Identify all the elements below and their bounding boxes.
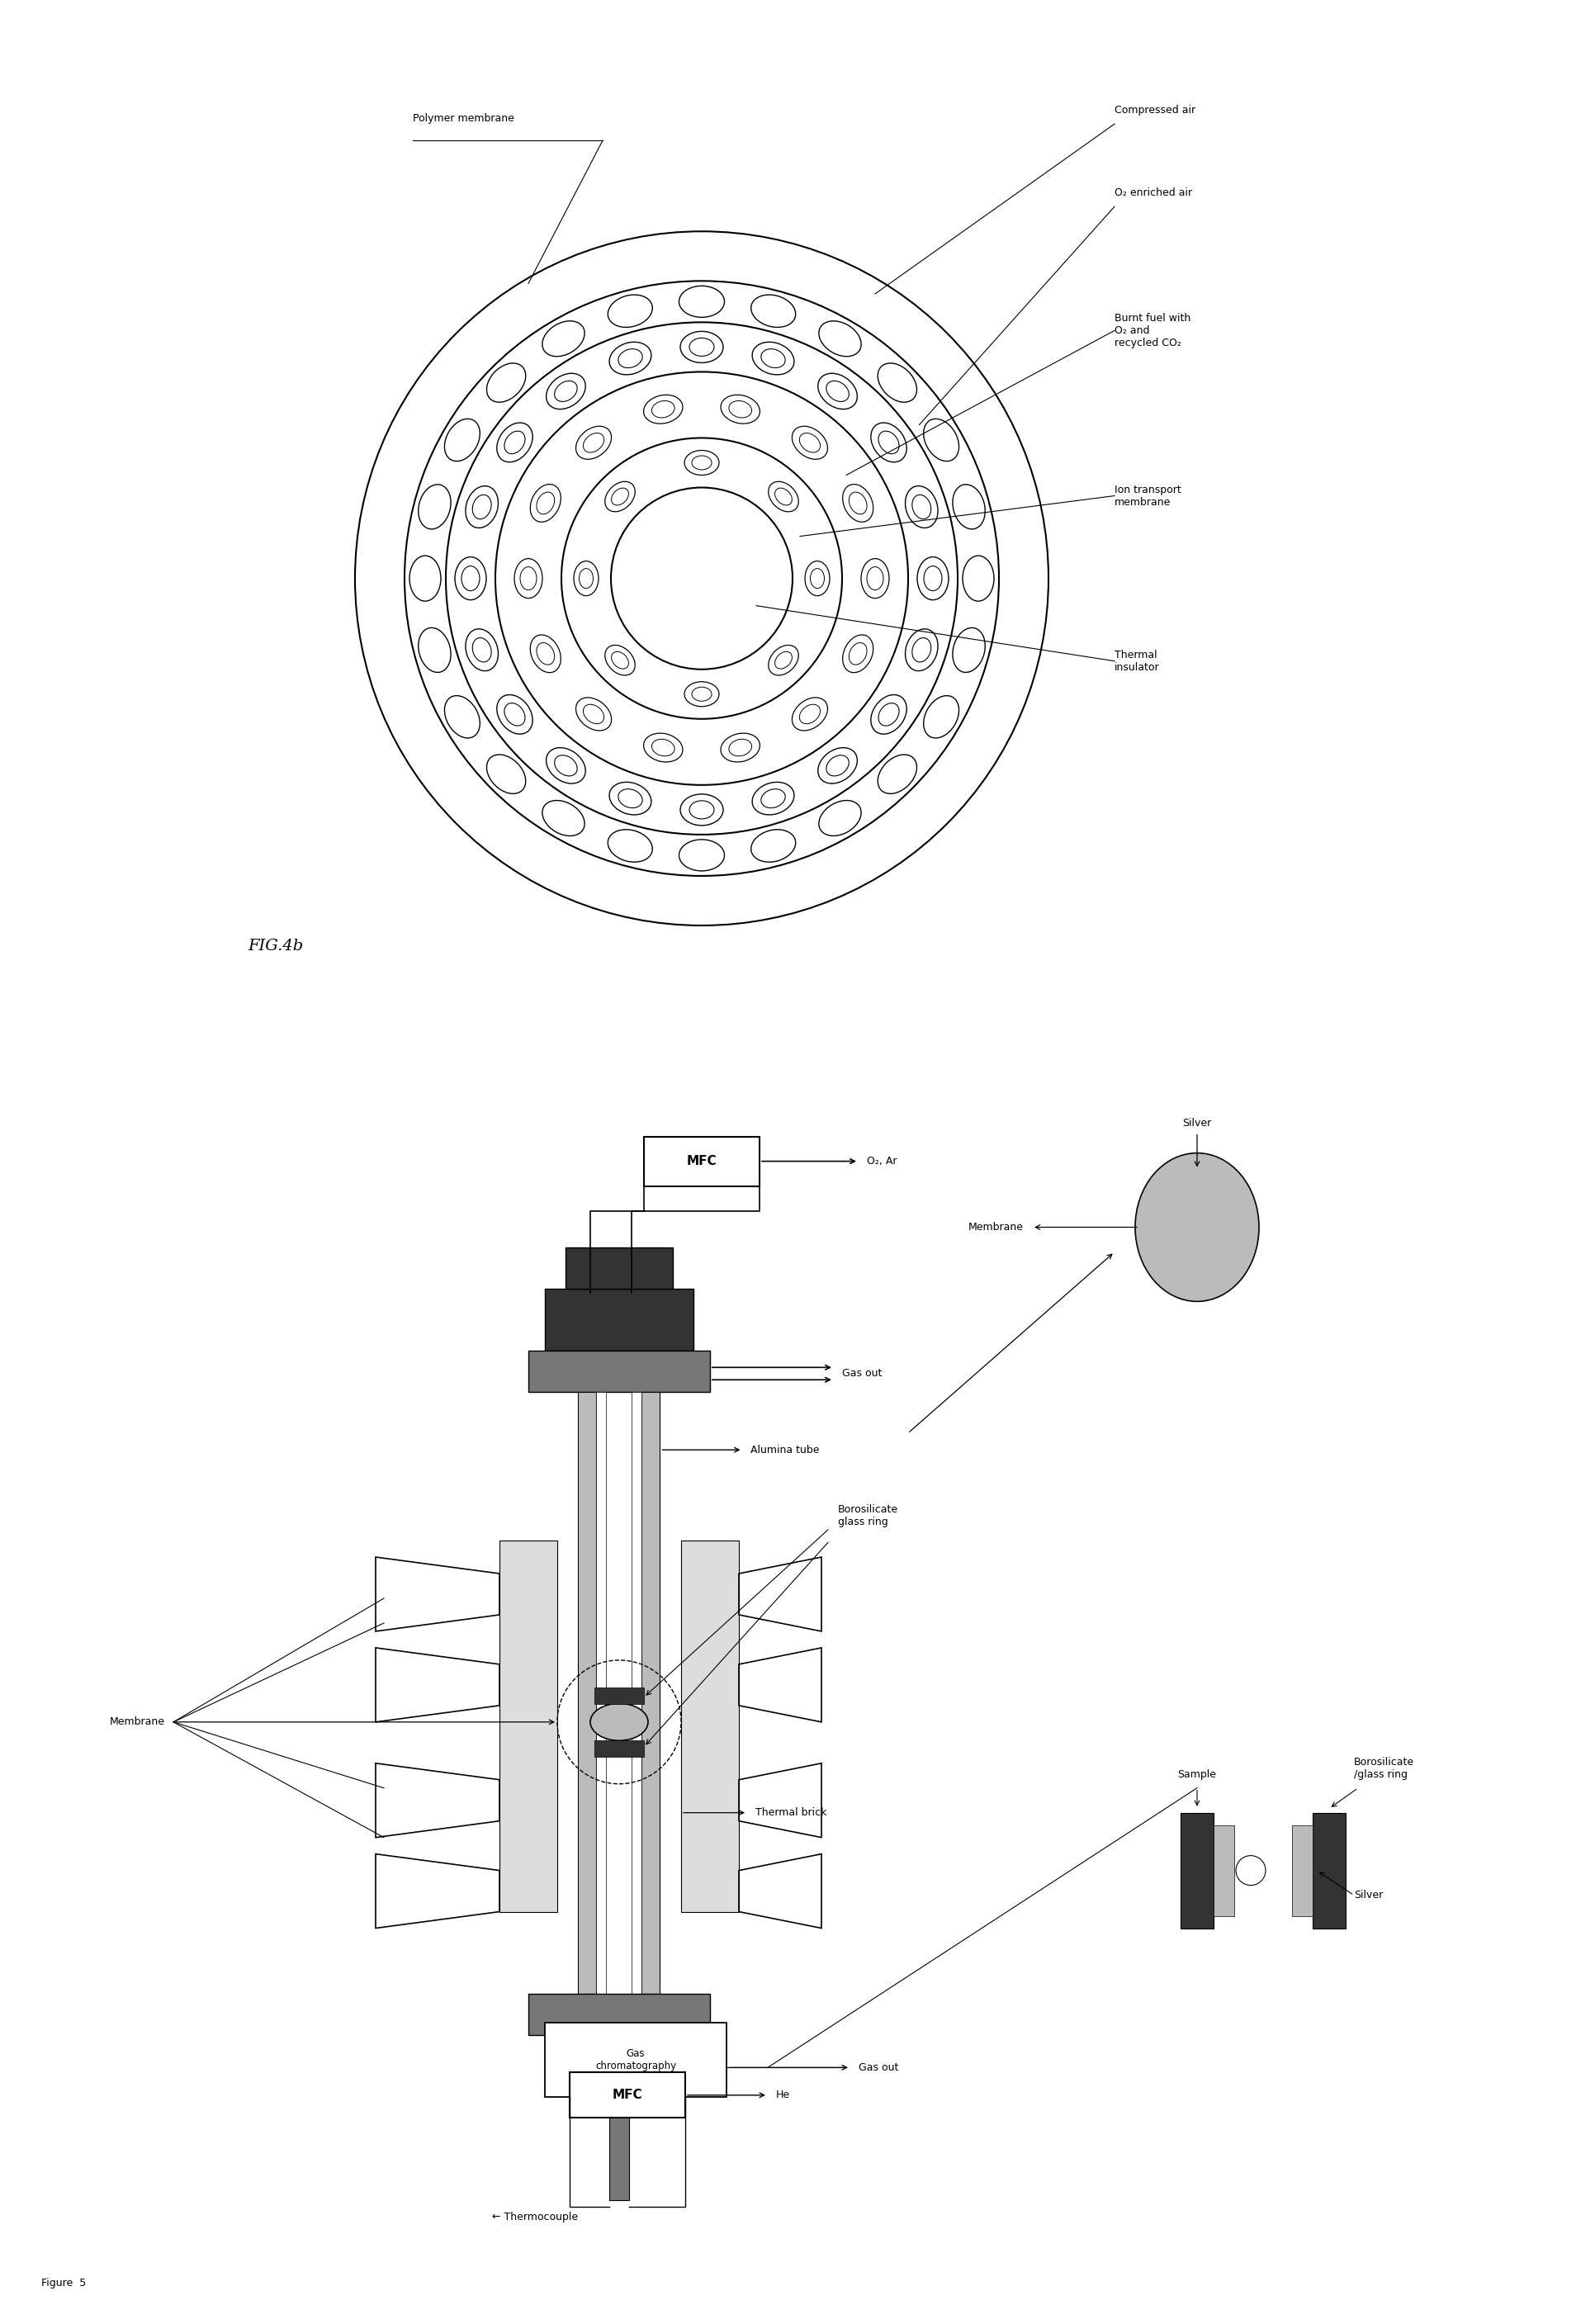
FancyBboxPatch shape: [566, 1248, 673, 1290]
Text: Borosilicate
glass ring: Borosilicate glass ring: [837, 1504, 898, 1527]
Text: Thermal brick: Thermal brick: [756, 1808, 826, 1817]
Text: MFC: MFC: [612, 2089, 643, 2101]
FancyBboxPatch shape: [595, 1687, 644, 1703]
Text: Sample: Sample: [1177, 1769, 1217, 1780]
FancyBboxPatch shape: [609, 2094, 628, 2201]
Text: Membrane: Membrane: [968, 1222, 1024, 1232]
FancyBboxPatch shape: [545, 2022, 726, 2096]
FancyBboxPatch shape: [595, 1741, 644, 1757]
Text: Thermal
insulator: Thermal insulator: [1115, 648, 1160, 672]
FancyBboxPatch shape: [545, 1290, 694, 1350]
Text: Ion transport
membrane: Ion transport membrane: [1115, 483, 1182, 507]
Text: Polymer membrane: Polymer membrane: [413, 114, 514, 123]
FancyBboxPatch shape: [545, 2036, 694, 2094]
Text: Gas
chromatography: Gas chromatography: [595, 2047, 676, 2071]
Ellipse shape: [590, 1703, 648, 1741]
Text: FIG.4b: FIG.4b: [247, 939, 303, 953]
Text: He: He: [777, 2089, 790, 2101]
FancyBboxPatch shape: [579, 1392, 597, 1994]
Text: Figure  5: Figure 5: [41, 2278, 86, 2289]
FancyBboxPatch shape: [1313, 1813, 1346, 1929]
Text: Silver: Silver: [1182, 1118, 1212, 1127]
Text: MFC: MFC: [686, 1155, 716, 1167]
Ellipse shape: [1136, 1153, 1258, 1301]
FancyBboxPatch shape: [528, 1350, 710, 1392]
Text: Alumina tube: Alumina tube: [751, 1446, 820, 1455]
FancyBboxPatch shape: [641, 1392, 660, 1994]
FancyBboxPatch shape: [1214, 1824, 1235, 1915]
FancyBboxPatch shape: [528, 1994, 710, 2036]
FancyBboxPatch shape: [681, 1541, 738, 1913]
Text: Membrane: Membrane: [110, 1717, 166, 1727]
Text: ← Thermocouple: ← Thermocouple: [491, 2212, 577, 2222]
FancyBboxPatch shape: [597, 1392, 606, 1994]
Text: Compressed air: Compressed air: [1115, 105, 1196, 116]
FancyBboxPatch shape: [632, 1392, 641, 1994]
Text: Silver: Silver: [1354, 1889, 1383, 1901]
FancyBboxPatch shape: [1180, 1813, 1214, 1929]
Text: Gas out: Gas out: [842, 1369, 882, 1378]
Text: Gas out: Gas out: [858, 2061, 898, 2073]
Text: Burnt fuel with
O₂ and
recycled CO₂: Burnt fuel with O₂ and recycled CO₂: [1115, 314, 1191, 349]
Text: O₂ enriched air: O₂ enriched air: [1115, 188, 1191, 198]
FancyBboxPatch shape: [1292, 1824, 1313, 1915]
Text: Borosilicate
/glass ring: Borosilicate /glass ring: [1354, 1757, 1415, 1780]
FancyBboxPatch shape: [499, 1541, 557, 1913]
FancyBboxPatch shape: [569, 2073, 686, 2117]
Text: O₂, Ar: O₂, Ar: [866, 1155, 896, 1167]
Circle shape: [1236, 1855, 1265, 1885]
FancyBboxPatch shape: [644, 1136, 759, 1185]
